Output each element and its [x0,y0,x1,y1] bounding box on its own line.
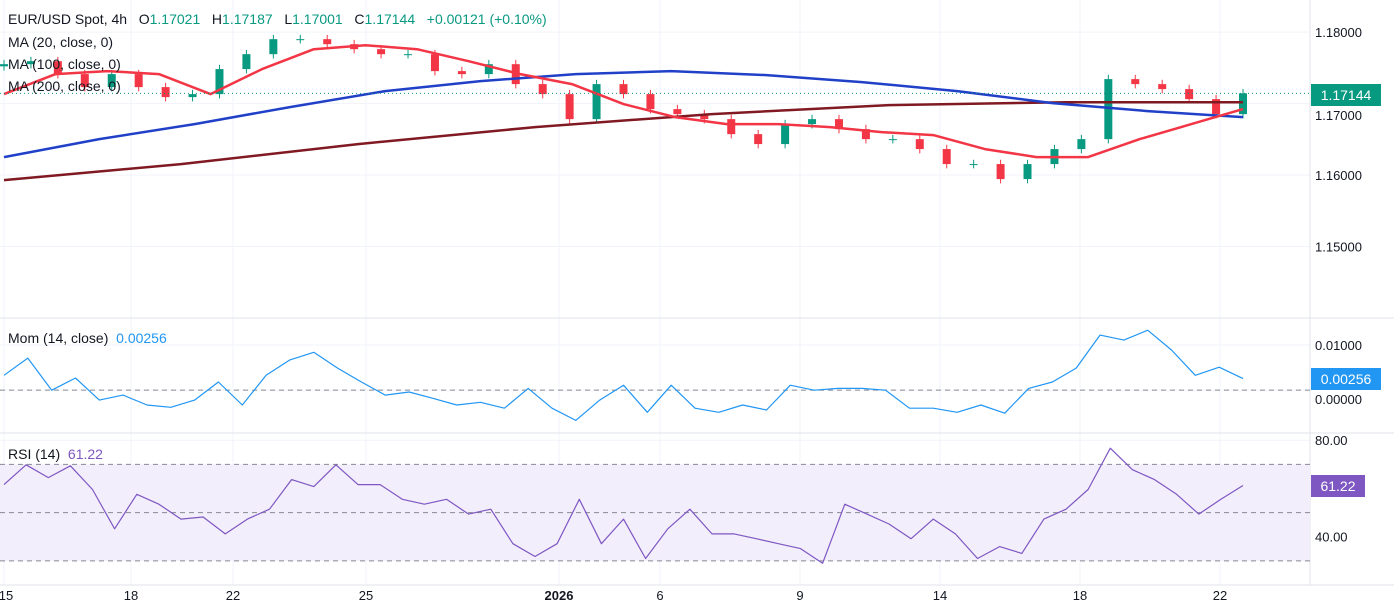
mom-title: Mom (14, close) [8,330,109,346]
candle-body [242,54,251,70]
candle-body [808,119,817,125]
ma200-legend[interactable]: MA (200, close, 0) [8,78,121,94]
y-tick-label: 80.00 [1315,433,1348,448]
ma100-legend[interactable]: MA (100, close, 0) [8,56,121,72]
high-value: 1.17187 [222,11,273,27]
close-label: C [354,11,365,27]
high-label: H [211,11,223,27]
candle-body [296,39,305,41]
candle-body [1023,164,1032,180]
y-tick-label: 1.16000 [1315,168,1362,183]
candle-body [53,61,62,75]
low-label: L [284,11,293,27]
candle-body [619,84,628,95]
mom-value: 0.00256 [116,330,167,346]
ma20-legend[interactable]: MA (20, close, 0) [8,34,114,50]
candle-body [80,74,89,88]
candle-body [646,94,655,110]
y-tick-label: 1.17000 [1315,108,1362,123]
candle-body [188,94,197,98]
open-value: 1.17021 [149,11,201,27]
x-tick-label: 9 [796,588,803,603]
ma20-line [3,43,1244,159]
candle-body [134,74,143,88]
candle-body [565,94,574,120]
x-tick-label: 25 [359,588,373,603]
x-tick-label: 14 [933,588,947,603]
candle-body [754,134,763,145]
open-label: O [138,11,150,27]
candle-body [969,164,978,166]
y-tick-label: 40.00 [1315,530,1348,545]
ma200-line [3,100,1243,182]
y-tick-label: 1.15000 [1315,240,1362,255]
candle-body [1104,79,1113,140]
rsi-title: RSI (14) [8,446,61,462]
y-tick-label: 0.00000 [1315,392,1362,407]
candle-body [0,64,8,67]
candle-body [457,71,466,75]
candle-body [323,39,332,45]
candle-body [161,87,170,98]
x-tick-label: 15 [0,588,13,603]
x-tick-label: 18 [1073,588,1087,603]
candle-body [1077,139,1086,150]
candle-body [377,49,386,55]
rsi-line [3,447,1244,564]
candle-body [700,114,709,120]
candle-body [888,139,897,141]
candle-body [1185,89,1194,100]
candle-body [107,74,116,88]
price-tag: 1.17144 [1311,84,1381,106]
candle-body [1158,84,1167,90]
change-value: +0.00121 (+0.10%) [426,11,547,27]
candle-body [727,119,736,135]
candle-body [215,69,224,95]
candle-body [834,119,843,130]
candle-body [915,139,924,150]
y-tick-label: 0.01000 [1315,338,1362,353]
symbol-legend: EUR/USD Spot, 4h O1.17021 H1.17187 L1.17… [8,11,547,27]
mom-tag: 0.00256 [1311,368,1381,390]
candle-body [673,109,682,115]
candle-body [430,54,439,72]
candle-body [861,129,870,140]
rsi-legend[interactable]: RSI (14) 61.22 [8,446,103,462]
close-value: 1.17144 [364,11,416,27]
candle-body [996,164,1005,180]
symbol-title[interactable]: EUR/USD Spot, 4h [8,11,128,27]
rsi-tag: 61.22 [1311,475,1365,497]
x-tick-label: 18 [124,588,138,603]
rsi-value: 61.22 [67,446,103,462]
candle-body [1131,79,1140,85]
x-tick-label: 6 [656,588,663,603]
mom-legend[interactable]: Mom (14, close) 0.00256 [8,330,167,346]
candle-body [1212,99,1221,115]
x-tick-label: 2026 [545,588,574,603]
candle-body [592,84,601,120]
candle-body [484,64,493,75]
x-tick-label: 22 [226,588,240,603]
candle-body [404,54,413,56]
low-value: 1.17001 [292,11,343,27]
candle-body [781,124,790,145]
candle-body [26,61,35,65]
mom-line [3,329,1244,421]
candle-body [1239,93,1247,115]
candle-body [269,39,278,55]
ma100-line [3,69,1244,159]
candle-body [942,149,951,165]
x-tick-label: 22 [1213,588,1227,603]
candle-body [538,84,547,95]
y-tick-label: 1.18000 [1315,25,1362,40]
